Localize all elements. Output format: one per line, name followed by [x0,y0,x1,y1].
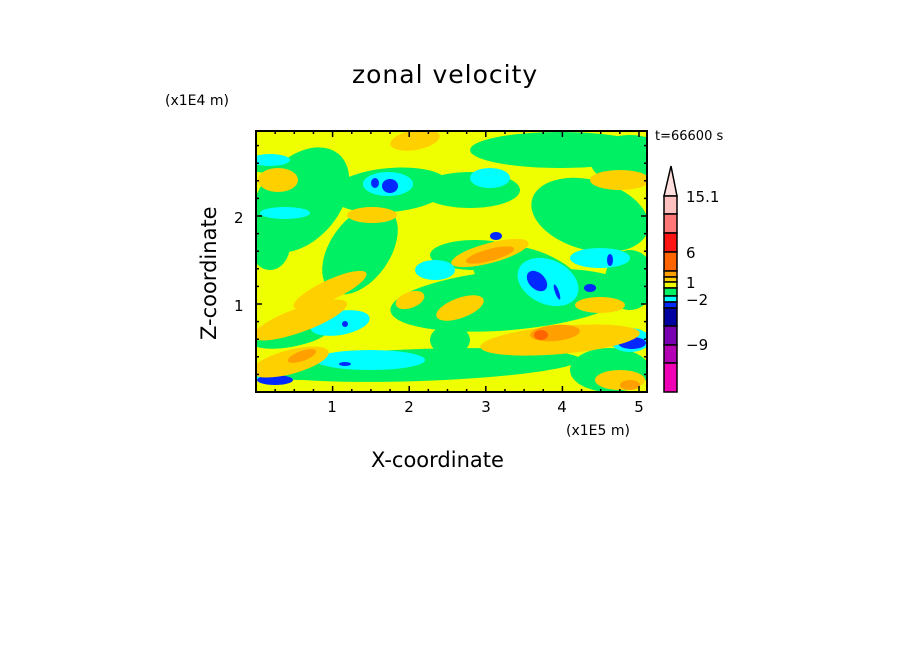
contour-region [436,295,484,321]
contour-region [256,299,348,341]
contour-region [395,290,425,310]
colorbar-segment [663,362,678,393]
contour-region [531,177,647,253]
contour-region [258,168,298,192]
colorbar-label: 15.1 [686,188,720,206]
contour-region [390,131,440,151]
contour-region [315,350,425,370]
contour-region [342,321,348,327]
y-axis-unit: (x1E4 m) [165,93,229,109]
contour-field [256,131,647,392]
colorbar-segment [663,195,678,215]
contour-region [322,205,398,295]
colorbar-segment [663,301,678,309]
colorbar-segment [663,232,678,253]
contour-region [339,362,351,366]
y-axis-label: Z-coordinate [197,206,221,340]
y-tick-label: 1 [234,297,244,315]
contour-region [526,270,548,292]
contour-region [570,248,630,268]
colorbar-segment [663,270,678,278]
contour-region [575,297,625,313]
colorbar-segment [663,325,678,346]
contour-region [490,232,502,240]
contour-region [553,284,561,300]
x-tick-label: 1 [327,398,337,416]
colorbar-label: 1 [686,274,696,292]
chart-title: zonal velocity [352,60,539,89]
colorbar-label: −9 [686,336,709,354]
x-tick-label: 2 [404,398,414,416]
contour-region [371,178,379,188]
colorbar-label: 6 [686,244,696,262]
contour-region [382,179,398,193]
plot-frame [255,130,648,393]
contour-region [430,325,470,355]
contour-region [517,257,579,307]
contour-region [465,246,515,264]
colorbar-segment [663,287,678,297]
colorbar-extend-triangle [663,165,678,197]
colorbar-segment [663,213,678,234]
x-axis-label: X-coordinate [371,448,504,472]
colorbar-segment [663,281,678,289]
contour-region [584,284,596,292]
contour-region [415,260,455,280]
x-tick-label: 5 [634,398,644,416]
time-annotation: t=66600 s [655,129,724,144]
contour-region [534,330,548,340]
colorbar-segment [663,307,678,327]
contour-region [607,254,613,266]
contour-region [620,380,640,390]
contour-region [347,207,397,223]
contour-region [256,220,290,270]
x-tick-label: 3 [481,398,491,416]
x-tick-label: 4 [557,398,567,416]
colorbar-segment [663,295,678,303]
contour-region [590,170,647,190]
contour-region [260,207,310,219]
contour-region [256,154,290,166]
x-axis-unit: (x1E5 m) [566,423,630,439]
colorbar-segment [663,251,678,272]
colorbar-segment [663,344,678,364]
contour-region [287,349,317,363]
contour-region [470,168,510,188]
y-tick-label: 2 [234,209,244,227]
contour-region [293,270,367,310]
colorbar-label: −2 [686,291,709,309]
